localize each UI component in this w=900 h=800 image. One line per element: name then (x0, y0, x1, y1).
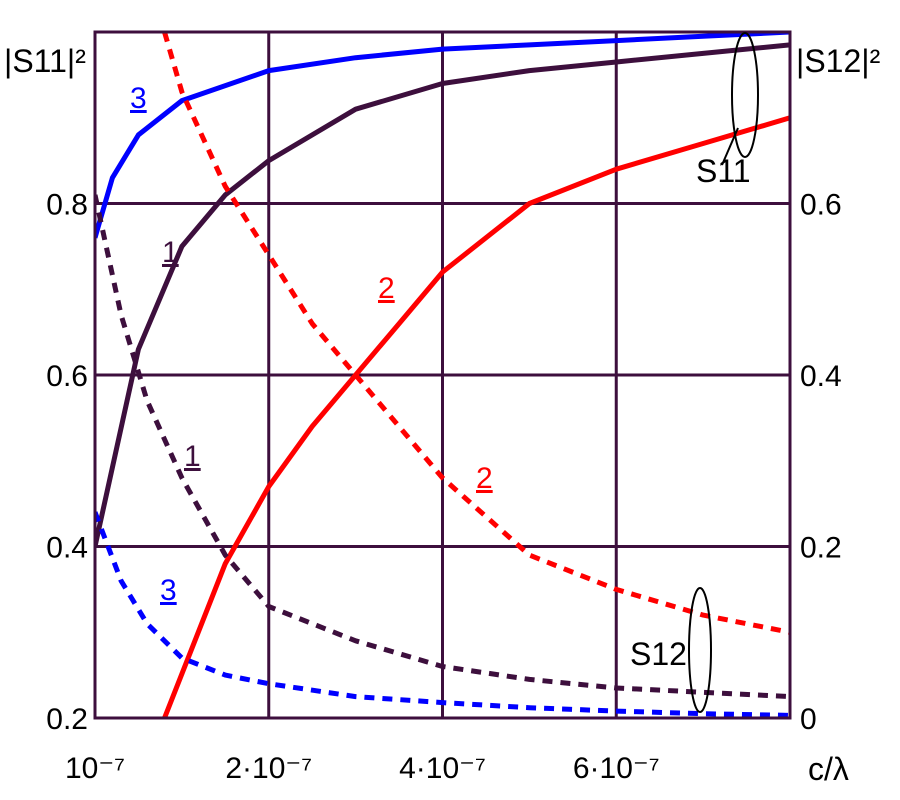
x-tick-label: 10⁻⁷ (65, 752, 125, 785)
x-tick-labels: 10⁻⁷ 2·10⁻⁷ 4·10⁻⁷ 6·10⁻⁷ (65, 752, 660, 785)
s12-group-ellipse (688, 587, 712, 713)
y-left-axis-title: |S11|² (4, 43, 86, 79)
y-right-tick-labels: 0 0.2 0.4 0.6 (800, 189, 842, 737)
x-tick-label: 2·10⁻⁷ (225, 752, 312, 785)
series-layer (95, 32, 790, 718)
x-axis-title: c/λ (808, 751, 849, 787)
y-right-tick-label: 0.2 (800, 532, 842, 565)
series-s11-curve-3 (95, 32, 790, 239)
series-s11-curve-1 (95, 42, 790, 548)
series-s12-curve-3 (95, 511, 790, 718)
y-right-axis-title: |S12|² (796, 43, 881, 79)
y-left-tick-labels: 0.2 0.4 0.6 0.8 (46, 189, 88, 737)
y-right-tick-label: 0 (800, 703, 817, 736)
s11-group-pointer (721, 127, 739, 166)
y-right-tick-label: 0.6 (800, 189, 842, 222)
curve-label-s12-3: 3 (160, 574, 177, 607)
y-right-tick-label: 0.4 (800, 360, 842, 393)
curve-label-s12-1: 1 (184, 440, 201, 473)
s11-group-ellipse (731, 32, 759, 158)
curve-labels: 1 2 3 1 2 3 (130, 82, 493, 607)
series-s12-curve-2 (162, 32, 790, 635)
curve-label-s11-1: 1 (162, 236, 179, 269)
curve-label-s11-3: 3 (130, 82, 147, 115)
y-left-tick-label: 0.2 (46, 703, 88, 736)
s12-group-label: S12 (630, 636, 687, 672)
curve-label-s12-2: 2 (476, 462, 493, 495)
plot-frame (93, 30, 792, 720)
y-left-tick-label: 0.4 (46, 532, 88, 565)
y-left-tick-label: 0.8 (46, 189, 88, 222)
x-tick-label: 4·10⁻⁷ (399, 752, 486, 785)
x-tick-label: 6·10⁻⁷ (573, 752, 660, 785)
series-s11-curve-2 (162, 115, 790, 718)
y-left-tick-label: 0.6 (46, 360, 88, 393)
s11-group-label: S11 (696, 153, 751, 189)
curve-label-s11-2: 2 (378, 272, 395, 305)
